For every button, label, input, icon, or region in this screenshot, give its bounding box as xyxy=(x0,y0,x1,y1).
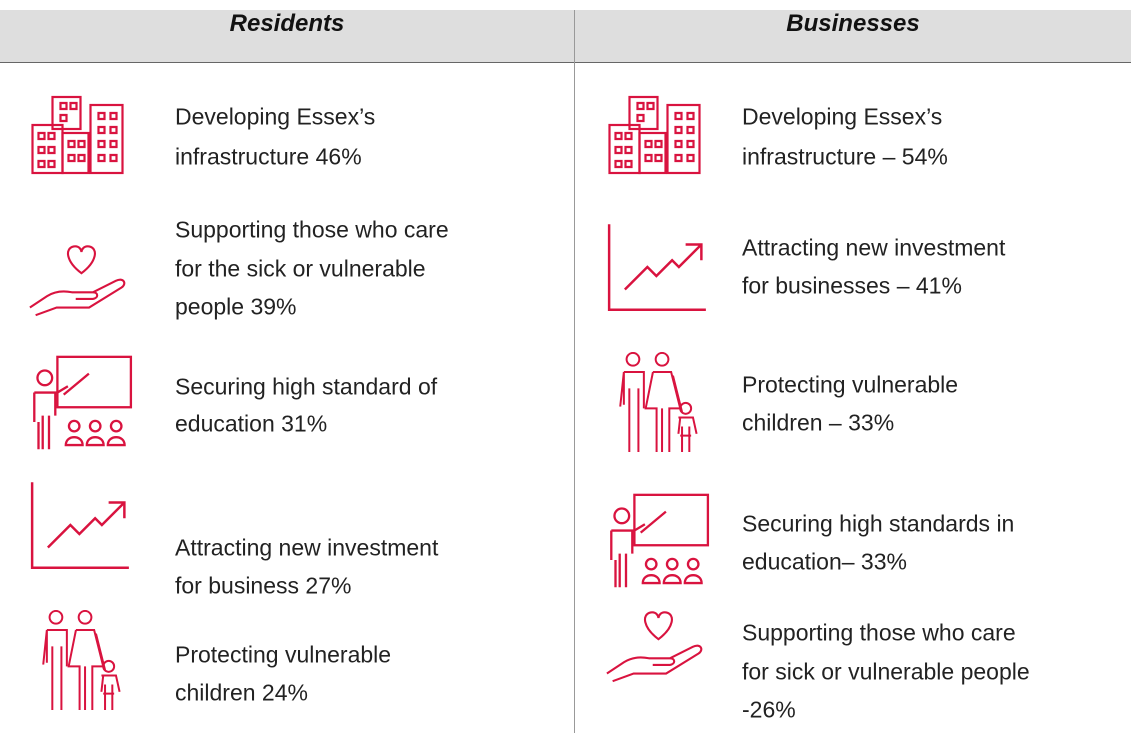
item-text: Securing high standards in xyxy=(742,510,1015,537)
icon xyxy=(605,610,703,683)
icon xyxy=(31,95,124,175)
header-band xyxy=(0,10,1131,63)
item-text: infrastructure 46% xyxy=(175,143,362,170)
column-divider xyxy=(574,10,575,733)
item-text: Developing Essex’s xyxy=(742,103,943,130)
item-text: children – 33% xyxy=(742,409,895,436)
item-text: Protecting vulnerable xyxy=(742,371,959,398)
item-text: Supporting those who care xyxy=(742,619,1016,646)
icon xyxy=(618,352,698,452)
item-text: people 39% xyxy=(175,293,297,320)
item-text: for business 27% xyxy=(175,572,352,599)
item-text: Attracting new investment xyxy=(175,534,439,561)
item-text: for sick or vulnerable people xyxy=(742,658,1030,684)
item-text: children 24% xyxy=(175,679,308,706)
item-text: Attracting new investment xyxy=(742,234,1006,261)
item-text: Supporting those who care xyxy=(175,216,449,243)
icon xyxy=(607,222,708,312)
icon xyxy=(41,610,121,710)
item-text: Securing high standard of xyxy=(175,373,438,400)
item-text: -26% xyxy=(742,696,796,723)
icon xyxy=(610,493,710,589)
item-text: education– 33% xyxy=(742,548,907,575)
item-text: for businesses – 41% xyxy=(742,272,962,299)
item-text: Developing Essex’s xyxy=(175,103,376,130)
icon xyxy=(28,244,126,317)
item-text: infrastructure – 54% xyxy=(742,143,948,170)
item-text: education 31% xyxy=(175,410,328,437)
icon xyxy=(33,355,133,451)
item-text: Protecting vulnerable xyxy=(175,641,392,668)
item-text: for the sick or vulnerable xyxy=(175,255,426,281)
icon xyxy=(30,480,131,570)
header-title: Residents xyxy=(229,10,345,37)
icon xyxy=(608,95,701,175)
header-title: Businesses xyxy=(786,10,920,37)
